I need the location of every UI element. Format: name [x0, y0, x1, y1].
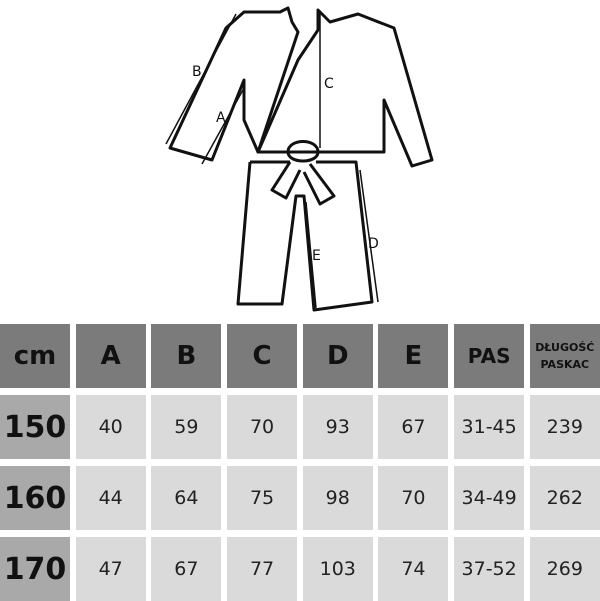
- garment-diagram: B A C D E: [165, 6, 434, 312]
- measure-line-d: [359, 169, 379, 303]
- measure-line-a: [201, 87, 245, 165]
- belt-knot: [270, 140, 336, 206]
- header-b: B: [151, 324, 222, 388]
- jacket-outline: [168, 6, 300, 162]
- pants-outline: [236, 160, 374, 312]
- table-cell: 34-49: [454, 466, 525, 530]
- header-e: E: [378, 324, 449, 388]
- table-cell: 67: [151, 537, 222, 601]
- row-size-cell: 160: [0, 466, 70, 530]
- label-c: C: [324, 76, 334, 92]
- table-cell: 67: [378, 395, 449, 459]
- label-d: D: [368, 236, 379, 252]
- table-cell: 77: [227, 537, 298, 601]
- row-size-cell: 170: [0, 537, 70, 601]
- header-a: A: [75, 324, 146, 388]
- measure-line-b: [165, 13, 237, 145]
- table-cell: 37-52: [454, 537, 525, 601]
- header-d: D: [302, 324, 373, 388]
- table-cell: 103: [302, 537, 373, 601]
- header-belt-length: DŁUGOŚĆ PASKAC: [529, 324, 600, 388]
- row-size-cell: 150: [0, 395, 70, 459]
- label-e: E: [312, 248, 321, 264]
- table-cell: 40: [75, 395, 146, 459]
- header-cm: cm: [0, 324, 70, 388]
- table-cell: 47: [75, 537, 146, 601]
- table-cell: 70: [227, 395, 298, 459]
- table-cell: 44: [75, 466, 146, 530]
- table-cell: 75: [227, 466, 298, 530]
- label-a: A: [216, 110, 226, 126]
- header-c: C: [227, 324, 298, 388]
- jacket-front-outline: [256, 8, 434, 168]
- table-cell: 269: [529, 537, 600, 601]
- table-cell: 59: [151, 395, 222, 459]
- table-cell: 31-45: [454, 395, 525, 459]
- table-cell: 98: [302, 466, 373, 530]
- measure-line-e: [305, 201, 317, 309]
- table-cell: 93: [302, 395, 373, 459]
- table-cell: 70: [378, 466, 449, 530]
- table-cell: 239: [529, 395, 600, 459]
- label-b: B: [192, 64, 202, 80]
- table-cell: 262: [529, 466, 600, 530]
- table-cell: 64: [151, 466, 222, 530]
- header-pas: PAS: [454, 324, 525, 388]
- size-table: cm A B C D E PAS DŁUGOŚĆ PASKAC 150 40 59 7…: [0, 324, 600, 601]
- table-cell: 74: [378, 537, 449, 601]
